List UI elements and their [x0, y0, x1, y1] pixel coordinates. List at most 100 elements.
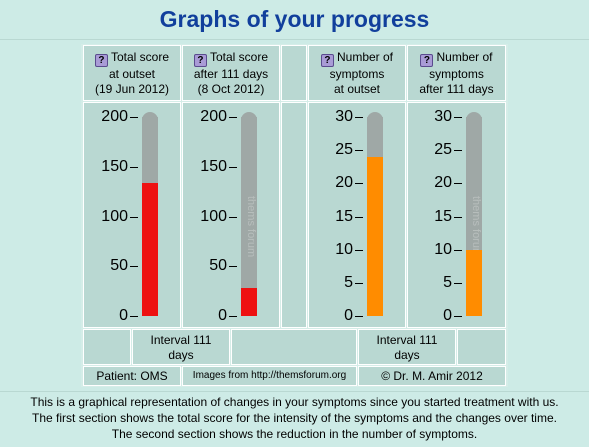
- header-line: symptoms: [329, 67, 385, 81]
- patient-label: Patient: OMS: [83, 366, 181, 386]
- y-tick: [355, 216, 363, 218]
- y-tick-label: 20: [335, 174, 353, 192]
- y-tick-label: 150: [101, 157, 128, 175]
- graphs-panel: ? Total score at outset (19 Jun 2012) ? To…: [81, 44, 508, 387]
- y-tick-label: 15: [335, 207, 353, 225]
- spacer-cell: [281, 45, 307, 101]
- y-tick: [229, 117, 237, 118]
- y-tick-label: 5: [443, 273, 452, 291]
- y-tick-label: 5: [344, 273, 353, 291]
- interval-label: days: [394, 348, 420, 362]
- header-line: Total score: [209, 50, 269, 64]
- y-tick: [130, 316, 138, 317]
- header-line: after 111 days: [419, 82, 494, 96]
- interval-label: days: [168, 348, 194, 362]
- y-tick-label: 15: [434, 207, 452, 225]
- y-tick-label: 50: [209, 257, 227, 275]
- header-line: Number of: [336, 50, 394, 64]
- question-mark-icon[interactable]: ?: [94, 54, 108, 67]
- y-tick-label: 100: [101, 207, 128, 225]
- interval-spacer: [83, 329, 131, 365]
- watermark: thems forum: [470, 196, 482, 258]
- thermometer-cap: [142, 112, 158, 120]
- thermometer-fill: [466, 249, 482, 316]
- interval-label: Interval 111: [376, 333, 438, 347]
- interval-score: Interval 111 days: [132, 329, 230, 365]
- column-header-score-outset: ? Total score at outset (19 Jun 2012): [83, 45, 181, 101]
- description-line: The first section shows the total score …: [32, 411, 557, 425]
- y-tick-label: 25: [434, 141, 452, 159]
- thermometer-fill: [241, 288, 257, 316]
- thermometer-tube: thems forum: [367, 112, 383, 316]
- y-tick-label: 50: [110, 257, 128, 275]
- y-tick-label: 10: [434, 240, 452, 258]
- header-line: Total score: [110, 50, 170, 64]
- interval-symptoms: Interval 111 days: [358, 329, 456, 365]
- spacer-cell: [281, 102, 307, 328]
- header-line: (19 Jun 2012): [94, 82, 170, 96]
- header-line: (8 Oct 2012): [197, 82, 265, 96]
- thermometer-tube: thems forum: [241, 112, 257, 316]
- graph-cell-score-after: 200 150 100 50 0 thems forum: [182, 102, 280, 328]
- thermometer-fill: [367, 156, 383, 316]
- thermometer-tube: thems forum: [142, 112, 158, 316]
- y-tick-label: 200: [101, 108, 128, 125]
- thermometer-fill: [142, 182, 158, 316]
- y-tick: [130, 266, 138, 268]
- y-tick-label: 25: [335, 141, 353, 159]
- y-tick-label: 10: [335, 240, 353, 258]
- y-tick-label: 0: [119, 307, 128, 324]
- header-line: symptoms: [429, 67, 484, 81]
- y-tick-label: 0: [218, 307, 227, 324]
- thermometer-cap: [466, 112, 482, 120]
- page-title: Graphs of your progress: [159, 6, 430, 32]
- y-tick-label: 100: [200, 207, 227, 225]
- header-line: at outset: [333, 82, 381, 96]
- title-bar: Graphs of your progress: [0, 0, 589, 40]
- y-tick: [229, 216, 237, 218]
- copyright: © Dr. M. Amir 2012: [358, 366, 506, 386]
- graph-cell-score-outset: 200 150 100 50 0 thems forum: [83, 102, 181, 328]
- y-tick-label: 200: [200, 108, 227, 125]
- description-line: The second section shows the reduction i…: [111, 427, 478, 441]
- y-tick: [229, 266, 237, 268]
- column-header-symptoms-outset: ? Number of symptoms at outset: [308, 45, 406, 101]
- y-tick-label: 20: [434, 174, 452, 192]
- graph-cell-symptoms-after: 30 25 20 15 10 5 0 thems forum: [407, 102, 506, 328]
- y-tick-label: 30: [335, 108, 353, 125]
- watermark: thems forum: [245, 196, 257, 258]
- images-source: Images from http://themsforum.org: [182, 366, 357, 386]
- y-tick: [355, 249, 363, 251]
- y-tick: [454, 282, 462, 284]
- y-tick: [454, 117, 462, 118]
- description: This is a graphical representation of ch…: [0, 391, 589, 447]
- header-line: Number of: [436, 50, 493, 64]
- thermometer-tube: thems forum: [466, 112, 482, 316]
- y-tick-label: 150: [200, 157, 227, 175]
- column-header-score-after: ? Total score after 111 days (8 Oct 2012): [182, 45, 280, 101]
- y-tick: [454, 249, 462, 251]
- header-line: after 111 days: [193, 67, 269, 81]
- y-tick-label: 0: [344, 307, 353, 324]
- y-tick: [454, 183, 462, 185]
- y-tick: [454, 150, 462, 152]
- description-line: This is a graphical representation of ch…: [30, 395, 559, 409]
- column-header-symptoms-after: ? Number of symptoms after 111 days: [407, 45, 506, 101]
- thermometer-cap: [241, 112, 257, 120]
- question-mark-icon[interactable]: ?: [320, 54, 334, 67]
- y-tick-label: 0: [443, 307, 452, 324]
- header-line: at outset: [108, 67, 156, 81]
- y-tick-label: 30: [434, 108, 452, 125]
- y-tick: [355, 117, 363, 118]
- y-tick: [355, 282, 363, 284]
- interval-label: Interval 111: [150, 333, 212, 347]
- interval-spacer: [231, 329, 357, 365]
- y-tick: [229, 316, 237, 317]
- question-mark-icon[interactable]: ?: [420, 54, 434, 67]
- y-tick: [454, 316, 462, 317]
- y-tick: [355, 150, 363, 152]
- interval-spacer: [457, 329, 506, 365]
- y-tick: [130, 216, 138, 218]
- y-tick: [130, 166, 138, 168]
- question-mark-icon[interactable]: ?: [193, 54, 207, 67]
